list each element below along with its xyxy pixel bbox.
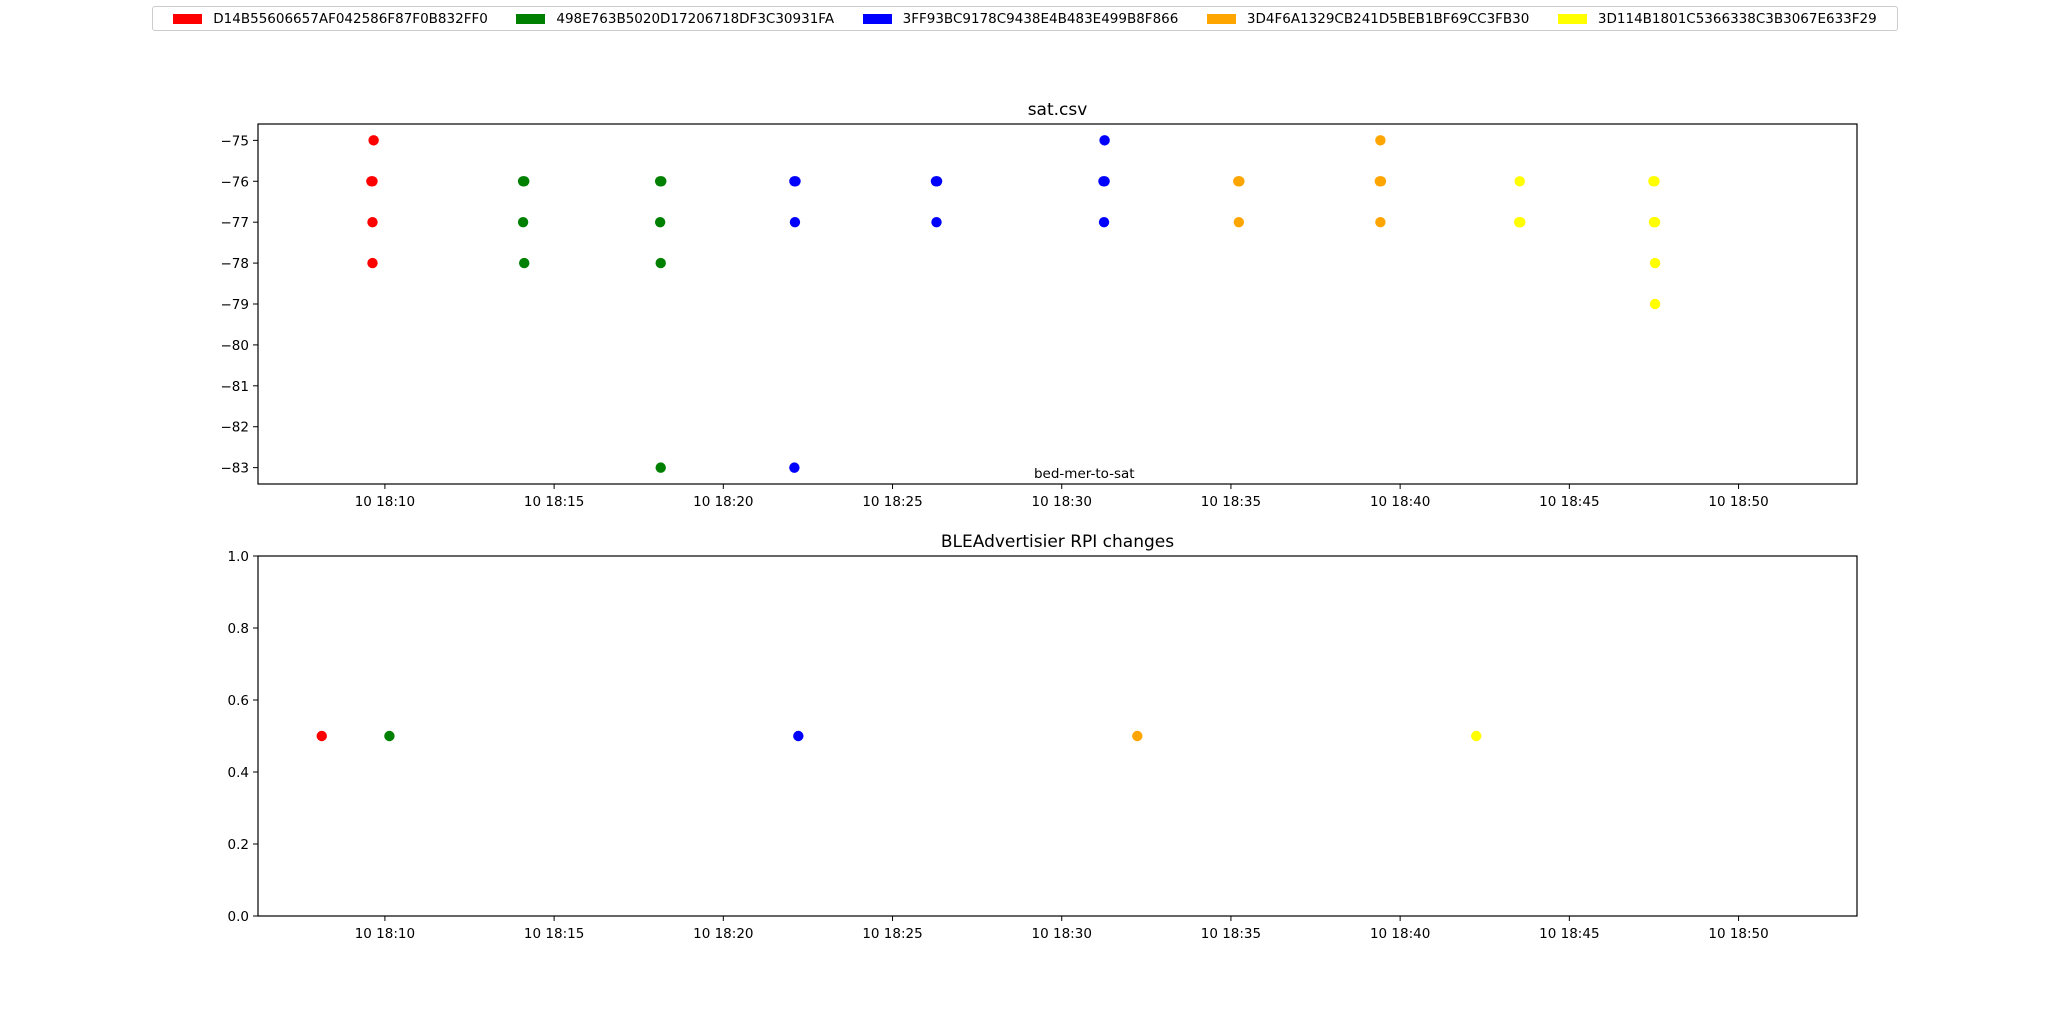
data-point xyxy=(367,216,378,228)
data-point xyxy=(1471,730,1482,742)
y-tick-label: 0.6 xyxy=(228,693,249,709)
legend-swatch xyxy=(1206,13,1236,24)
y-tick-label: 0.2 xyxy=(228,837,249,853)
data-point xyxy=(931,176,943,187)
x-tick-label: 10 18:10 xyxy=(355,494,415,510)
y-tick-label: −81 xyxy=(221,379,250,395)
x-tick-label: 10 18:30 xyxy=(1032,494,1092,510)
x-tick-label: 10 18:20 xyxy=(693,494,753,510)
data-point xyxy=(789,462,800,473)
chart-title: sat.csv xyxy=(1028,100,1088,120)
x-tick-label: 10 18:40 xyxy=(1370,494,1430,510)
x-tick-label: 10 18:45 xyxy=(1539,926,1599,942)
x-tick-label: 10 18:35 xyxy=(1201,926,1261,942)
data-point xyxy=(367,257,378,269)
data-point xyxy=(1649,216,1661,228)
data-point xyxy=(793,730,804,742)
x-tick-label: 10 18:10 xyxy=(355,926,415,942)
y-tick-label: −80 xyxy=(221,338,250,354)
y-tick-label: −75 xyxy=(221,133,250,149)
x-tick-label: 10 18:45 xyxy=(1539,494,1599,510)
data-point xyxy=(366,176,377,187)
data-point xyxy=(789,216,801,228)
data-point xyxy=(1098,216,1110,228)
data-point xyxy=(1649,298,1661,310)
x-tick-label: 10 18:15 xyxy=(524,926,584,942)
x-tick-label: 10 18:30 xyxy=(1032,926,1092,942)
y-tick-label: 1.0 xyxy=(228,549,249,565)
legend-label: 3D4F6A1329CB241D5BEB1BF69CC3FB30 xyxy=(1246,10,1530,27)
legend-item: 3D114B1801C5366338C3B3067E633F29 xyxy=(1557,10,1877,27)
x-tick-label: 10 18:50 xyxy=(1708,926,1768,942)
data-point xyxy=(1514,176,1525,187)
legend-item: 3FF93BC9178C9438E4B483E499B8F866 xyxy=(862,10,1179,27)
y-tick-label: 0.0 xyxy=(228,909,249,925)
y-tick-label: −77 xyxy=(221,215,250,231)
y-tick-label: −79 xyxy=(221,297,250,313)
y-tick-label: −78 xyxy=(221,256,250,272)
legend-label: 3FF93BC9178C9438E4B483E499B8F866 xyxy=(902,10,1179,27)
data-point xyxy=(1099,135,1110,146)
data-point xyxy=(384,730,395,742)
y-tick-label: 0.8 xyxy=(228,621,249,637)
legend-label: 498E763B5020D17206718DF3C30931FA xyxy=(556,10,835,27)
legend-swatch xyxy=(173,13,203,24)
data-point xyxy=(1649,176,1660,187)
legend-label: 3D114B1801C5366338C3B3067E633F29 xyxy=(1597,10,1877,27)
x-tick-label: 10 18:35 xyxy=(1201,494,1261,510)
y-tick-label: −76 xyxy=(221,174,250,190)
legend-swatch xyxy=(1557,13,1587,24)
data-point xyxy=(1233,216,1245,228)
plot-frame xyxy=(257,123,1858,485)
data-point xyxy=(654,216,666,228)
data-point xyxy=(1375,176,1387,187)
y-tick-label: −83 xyxy=(221,461,250,477)
data-point xyxy=(519,176,530,187)
legend-item: 498E763B5020D17206718DF3C30931FA xyxy=(516,11,834,27)
legend-item: D14B55606657AF042586F87F0B832FF0 xyxy=(173,11,488,27)
legend-label: D14B55606657AF042586F87F0B832FF0 xyxy=(213,10,488,27)
data-point xyxy=(1132,730,1143,742)
data-point xyxy=(1375,216,1386,228)
x-tick-label: 10 18:25 xyxy=(862,926,922,942)
data-point xyxy=(655,257,666,269)
y-tick-label: 0.4 xyxy=(228,765,249,781)
data-point xyxy=(316,730,327,742)
x-tick-label: 10 18:15 xyxy=(524,494,584,510)
data-point xyxy=(1515,216,1526,228)
plot-annotation: bed-mer-to-sat xyxy=(1034,466,1135,482)
x-tick-label: 10 18:50 xyxy=(1708,494,1768,510)
data-point xyxy=(656,176,667,187)
data-point xyxy=(1099,176,1110,187)
legend-swatch xyxy=(862,13,892,24)
data-point xyxy=(368,135,379,146)
data-point xyxy=(517,216,529,228)
data-point xyxy=(790,176,801,187)
data-point xyxy=(1649,257,1661,269)
data-point xyxy=(1375,135,1386,146)
legend-swatch xyxy=(516,13,546,24)
data-point xyxy=(655,462,666,473)
plot-frame xyxy=(257,555,1858,917)
x-tick-label: 10 18:20 xyxy=(693,926,753,942)
x-tick-label: 10 18:40 xyxy=(1370,926,1430,942)
chart-title: BLEAdvertisier RPI changes xyxy=(941,532,1174,552)
legend-item: 3D4F6A1329CB241D5BEB1BF69CC3FB30 xyxy=(1206,10,1530,27)
chart-legend: D14B55606657AF042586F87F0B832FF0 498E763B… xyxy=(152,6,1898,31)
y-tick-label: −82 xyxy=(221,420,250,436)
data-point xyxy=(931,216,942,228)
x-tick-label: 10 18:25 xyxy=(862,494,922,510)
data-point xyxy=(519,257,530,269)
data-point xyxy=(1234,176,1245,187)
